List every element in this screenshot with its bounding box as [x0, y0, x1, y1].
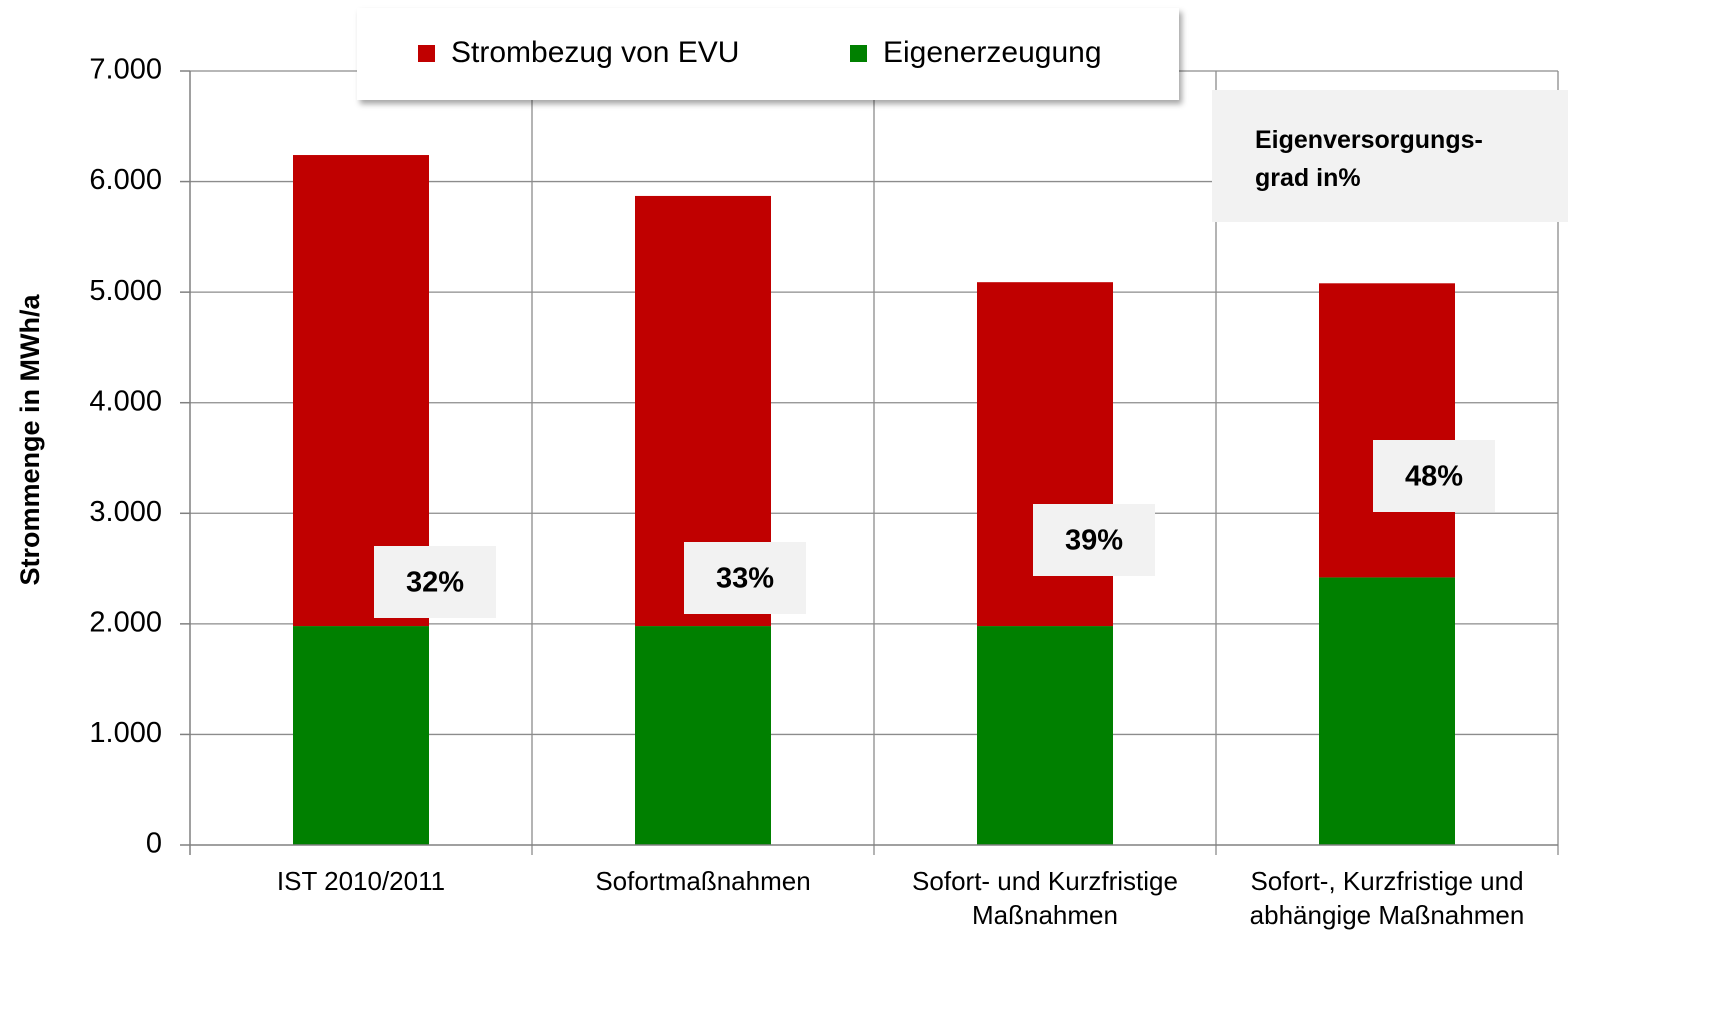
annotation-title: Eigenversorgungs-grad in%	[1255, 126, 1483, 192]
text-line: grad in%	[1255, 164, 1361, 192]
bar-segment	[977, 626, 1113, 845]
text-line: abhängige Maßnahmen	[1250, 900, 1525, 930]
y-tick-label: 4.000	[89, 385, 162, 417]
percent-label-box	[1033, 504, 1155, 576]
percent-label: 39%	[1065, 525, 1123, 557]
text-line: Eigenversorgungs-	[1255, 126, 1483, 154]
legend-label: Eigenerzeugung	[883, 36, 1102, 69]
bar-segment	[1319, 283, 1455, 578]
text-line: Sofort-, Kurzfristige und	[1250, 866, 1523, 896]
overlay: Strombezug von EVU Eigenerzeugung Eigenver…	[357, 8, 1568, 618]
y-tick-label: 2.000	[89, 607, 162, 639]
percent-label: 48%	[1405, 461, 1463, 493]
annotation-box	[1212, 90, 1568, 222]
bar-segment	[1319, 577, 1455, 845]
y-tick-label: 6.000	[89, 164, 162, 196]
percent-label-box	[1373, 440, 1495, 512]
percent-label: 33%	[716, 563, 774, 595]
y-tick-label: 3.000	[89, 496, 162, 528]
percent-label: 32%	[406, 567, 464, 599]
x-tick-label: Sofort-, Kurzfristige und abhängige Maßna…	[1250, 866, 1525, 930]
legend-box	[357, 8, 1179, 100]
legend-swatch	[418, 45, 435, 62]
y-tick-label: 5.000	[89, 275, 162, 307]
percent-label-box	[684, 542, 806, 614]
bar-segment	[293, 626, 429, 845]
text-line: Maßnahmen	[972, 900, 1118, 930]
y-tick-label: 0	[146, 828, 162, 860]
bar-segment	[635, 626, 771, 845]
text-line: Sofort- und Kurzfristige	[912, 866, 1178, 896]
y-tick-label: 7.000	[89, 54, 162, 86]
y-axis-title: Strommenge in MWh/a	[15, 294, 45, 586]
x-tick-label: Sofortmaßnahmen	[595, 866, 810, 896]
x-tick-label: Sofort- und Kurzfristige Maßnahmen	[912, 866, 1178, 930]
y-tick-label: 1.000	[89, 717, 162, 749]
x-tick-label: IST 2010/2011	[277, 866, 445, 896]
legend-label: Strombezug von EVU	[451, 36, 739, 69]
percent-label-box	[374, 546, 496, 618]
axes: 0 1.000 2.000 3.000 4.000 5.000 6.000 7.000 IST …	[89, 54, 1558, 930]
legend-swatch	[850, 45, 867, 62]
